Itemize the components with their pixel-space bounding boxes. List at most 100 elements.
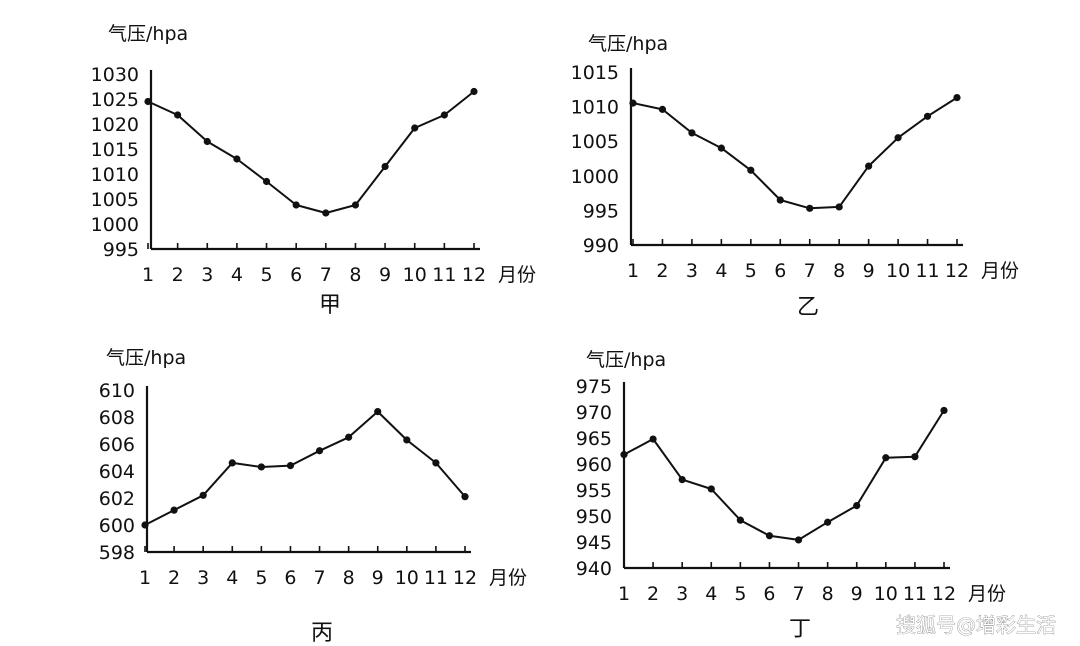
x-tick-label: 6 [774,260,786,282]
x-tick-label: 8 [343,567,355,589]
data-point [747,166,755,174]
data-point [440,111,448,119]
data-point [470,87,478,96]
x-tick-label: 1 [142,264,154,286]
y-tick-label: 940 [576,558,612,580]
y-tick-label: 1030 [91,64,139,86]
x-tick-label: 8 [822,583,834,605]
x-tick-label: 11 [903,583,927,605]
data-point [286,462,295,470]
y-tick-label: 995 [103,239,139,261]
x-tick-label: 4 [231,264,243,286]
y-axis-label: 气压/hpa [106,347,186,369]
y-tick-label: 1005 [91,189,139,211]
x-tick-label: 3 [686,260,698,282]
y-tick-label: 1025 [91,89,139,111]
x-tick-label: 7 [313,567,325,589]
y-tick-label: 1000 [571,166,619,188]
data-point [835,203,843,211]
y-tick-label: 960 [576,454,612,476]
y-tick-label: 1000 [91,214,139,236]
y-tick-label: 1015 [91,139,139,161]
y-tick-label: 1010 [571,97,619,119]
x-tick-label: 1 [627,260,639,282]
data-point [806,204,814,212]
y-axis-label: 气压/hpa [588,33,668,55]
series-line [623,409,945,541]
data-point [345,433,353,441]
y-tick-label: 602 [99,488,135,510]
data-point [794,536,803,544]
data-point [292,201,300,209]
x-tick-label: 5 [255,567,267,589]
x-tick-label: 9 [372,567,384,589]
x-tick-label: 2 [168,567,180,589]
x-axis-label: 月份 [489,567,527,589]
data-point [894,134,902,142]
x-tick-label: 1 [139,567,151,589]
series-line [147,90,475,214]
data-point [688,129,696,137]
y-tick-label: 608 [99,407,135,429]
data-point [953,94,961,102]
data-point [411,124,419,132]
data-point [322,209,330,217]
watermark: 搜狐号@增彩生活 [896,613,1056,637]
x-tick-label: 8 [833,260,845,282]
data-point [432,459,440,467]
y-axis-label: 气压/hpa [108,23,188,45]
x-tick-label: 5 [734,583,746,605]
y-tick-label: 1015 [571,62,619,84]
series-line [632,96,958,210]
data-point [824,518,832,526]
data-point [882,454,890,462]
data-point [315,447,324,455]
x-tick-label: 3 [676,583,688,605]
x-tick-label: 10 [874,583,898,605]
x-tick-label: 11 [432,264,456,286]
x-tick-label: 12 [453,567,477,589]
x-tick-label: 12 [945,260,969,282]
x-tick-label: 10 [403,264,427,286]
series-line [144,410,466,526]
x-tick-label: 6 [763,583,775,605]
y-tick-label: 990 [583,235,619,257]
data-point [141,521,149,529]
x-tick-label: 7 [804,260,816,282]
data-point [736,516,744,524]
y-tick-label: 1005 [571,131,619,153]
chart-caption: 丁 [789,617,811,642]
x-tick-label: 6 [284,567,296,589]
y-tick-label: 610 [99,380,135,402]
x-tick-label: 6 [290,264,302,286]
x-tick-label: 7 [320,264,332,286]
x-tick-label: 2 [647,583,659,605]
data-point [940,406,948,415]
x-tick-label: 2 [172,264,184,286]
data-point [203,137,211,146]
chart-caption: 甲 [319,293,341,318]
x-tick-label: 8 [349,264,361,286]
data-point [658,105,667,113]
data-point [199,491,207,499]
x-axis-label: 月份 [498,264,536,286]
data-point [381,162,389,171]
data-point [717,144,725,152]
x-tick-label: 9 [863,260,875,282]
x-tick-label: 3 [197,567,209,589]
chart-caption: 乙 [797,295,819,320]
data-point [853,502,861,510]
x-tick-label: 5 [260,264,272,286]
y-tick-label: 945 [576,532,612,554]
x-tick-label: 11 [424,567,448,589]
y-tick-label: 600 [99,515,135,537]
x-tick-label: 9 [379,264,391,286]
data-point [461,493,469,501]
y-tick-label: 965 [576,428,612,450]
